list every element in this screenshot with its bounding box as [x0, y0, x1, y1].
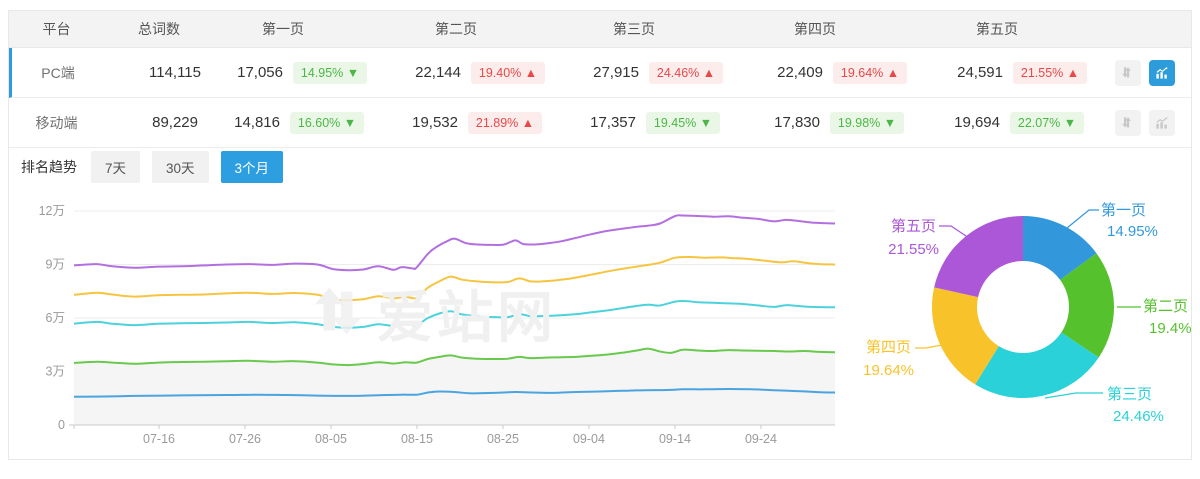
page-count: 19,532 [412, 114, 458, 131]
row-actions [1102, 109, 1191, 136]
green-line [73, 347, 836, 367]
page-5-cell: 24,591 21.55% ▲ [925, 61, 1105, 84]
page-count: 17,830 [774, 114, 820, 131]
y-axis-label: 3万 [46, 365, 65, 379]
x-axis-label: 07-16 [143, 432, 175, 446]
donut-label-percent: 19.64% [863, 362, 914, 379]
page-count: 17,056 [237, 64, 283, 81]
line-chart-svg: 0 3万 6万 9万 12万 07-16 07-26 08-05 08-15 08-25 09-04… [39, 204, 836, 446]
page-5-cell: 19,694 22.07% ▼ [922, 111, 1102, 134]
donut-leader-line [1044, 392, 1103, 399]
tab-3-months[interactable]: 3个月 [220, 150, 284, 183]
page-2-cell: 22,144 19.40% ▲ [385, 61, 563, 84]
change-badge: 19.45% ▼ [646, 111, 720, 134]
change-badge: 21.55% ▲ [1013, 61, 1087, 84]
trend-chart-icon[interactable] [1149, 109, 1175, 136]
change-badge: 14.95% ▼ [293, 61, 367, 84]
page-count: 17,357 [590, 114, 636, 131]
header-page-4: 第四页 [794, 21, 836, 37]
cyan-line [73, 299, 836, 329]
x-axis-label: 09-14 [659, 432, 691, 446]
tab-7-days[interactable]: 7天 [91, 150, 141, 183]
y-axis-label: 9万 [46, 258, 65, 272]
change-badge: 22.07% ▼ [1010, 111, 1084, 134]
x-axis-label: 09-24 [745, 432, 777, 446]
change-badge: 21.89% ▲ [468, 111, 542, 134]
page-count: 22,144 [415, 64, 461, 81]
page-3-cell: 17,357 19.45% ▼ [560, 111, 738, 134]
donut-leader-line [1066, 209, 1099, 229]
x-axis-label: 09-04 [573, 432, 605, 446]
sort-arrows-icon[interactable] [1115, 59, 1141, 86]
change-badge: 19.98% ▼ [830, 111, 904, 134]
header-page-5: 第五页 [976, 21, 1018, 37]
page-count: 19,694 [954, 114, 1000, 131]
table-row-pc[interactable]: PC端 114,115 17,056 14.95% ▼ 22,144 19.40… [9, 48, 1191, 98]
y-axis-label: 12万 [39, 204, 65, 218]
purple-line [73, 214, 836, 272]
row-actions [1105, 59, 1191, 86]
donut-slice-第四页 [932, 287, 999, 385]
page-count: 27,915 [593, 64, 639, 81]
donut-label-percent: 21.55% [888, 241, 939, 258]
trend-chart-icon[interactable] [1149, 59, 1175, 86]
header-total-words: 总词数 [138, 21, 180, 37]
keyword-rank-panel: 平台 总词数 第一页 第二页 第三页 第四页 第五页 PC端 114,115 1… [8, 10, 1192, 460]
donut-slice-第三页 [975, 332, 1099, 398]
sort-arrows-icon[interactable] [1115, 109, 1141, 136]
trend-toolbar: 排名趋势 7天 30天 3个月 [9, 148, 1191, 185]
trend-title: 排名趋势 [21, 158, 77, 175]
header-page-2: 第二页 [435, 21, 477, 37]
donut-label-name: 第一页 [1101, 201, 1146, 219]
y-axis-label: 6万 [46, 311, 65, 325]
donut-slice-第五页 [934, 216, 1023, 298]
x-axis-label: 08-25 [487, 432, 519, 446]
x-axis-label: 07-26 [229, 432, 261, 446]
page-4-cell: 17,830 19.98% ▼ [738, 111, 922, 134]
page-2-cell: 19,532 21.89% ▲ [382, 111, 560, 134]
donut-leader-line [915, 344, 943, 349]
total-words-value: 89,229 [152, 114, 198, 131]
donut-label-name: 第五页 [891, 217, 936, 235]
page-4-cell: 22,409 19.64% ▲ [741, 61, 925, 84]
x-axis-label: 08-15 [401, 432, 433, 446]
blue-line [73, 388, 836, 398]
header-platform: 平台 [42, 21, 71, 37]
yellow-line [73, 255, 836, 302]
change-badge: 19.64% ▲ [833, 61, 907, 84]
donut-label-percent: 24.46% [1113, 408, 1164, 425]
table-header-row: 平台 总词数 第一页 第二页 第三页 第四页 第五页 [9, 11, 1191, 48]
donut-slice-第一页 [1023, 216, 1097, 280]
platform-label: PC端 [41, 64, 75, 81]
charts-area: 爱站网 0 3万 6万 9万 12万 07-16 07-26 08-05 08-15 08-25 0… [9, 185, 1192, 459]
donut-label-name: 第四页 [866, 338, 911, 356]
page-share-donut-chart: 第一页 14.95% 第二页 19.4% 第三页 24.46% 第四页 19.64% 第五页 21… [851, 185, 1191, 459]
trend-line-chart: 爱站网 0 3万 6万 9万 12万 07-16 07-26 08-05 08-15 08-25 0… [9, 185, 851, 459]
donut-leader-line [939, 225, 970, 239]
page-3-cell: 27,915 24.46% ▲ [563, 61, 741, 84]
donut-label-name: 第二页 [1143, 297, 1188, 315]
header-page-1: 第一页 [262, 21, 304, 37]
donut-label-percent: 19.4% [1149, 320, 1191, 337]
page-1-cell: 14,816 16.60% ▼ [214, 111, 382, 134]
change-badge: 24.46% ▲ [649, 61, 723, 84]
change-badge: 19.40% ▲ [471, 61, 545, 84]
y-axis-label: 0 [58, 418, 65, 432]
page-count: 24,591 [957, 64, 1003, 81]
page-1-cell: 17,056 14.95% ▼ [217, 61, 385, 84]
tab-30-days[interactable]: 30天 [152, 150, 209, 183]
page-count: 14,816 [234, 114, 280, 131]
platform-label: 移动端 [35, 114, 78, 131]
header-page-3: 第三页 [613, 21, 655, 37]
donut-label-name: 第三页 [1107, 385, 1152, 403]
donut-slice-第二页 [1060, 253, 1114, 358]
x-axis-label: 08-05 [315, 432, 347, 446]
table-row-mobile[interactable]: 移动端 89,229 14,816 16.60% ▼ 19,532 21.89%… [9, 98, 1191, 148]
donut-label-percent: 14.95% [1107, 223, 1158, 240]
donut-chart-svg: 第一页 14.95% 第二页 19.4% 第三页 24.46% 第四页 19.64% 第五页 21… [863, 201, 1191, 425]
total-words-value: 114,115 [149, 64, 201, 81]
green-line-area [74, 348, 835, 425]
change-badge: 16.60% ▼ [290, 111, 364, 134]
page-count: 22,409 [777, 64, 823, 81]
